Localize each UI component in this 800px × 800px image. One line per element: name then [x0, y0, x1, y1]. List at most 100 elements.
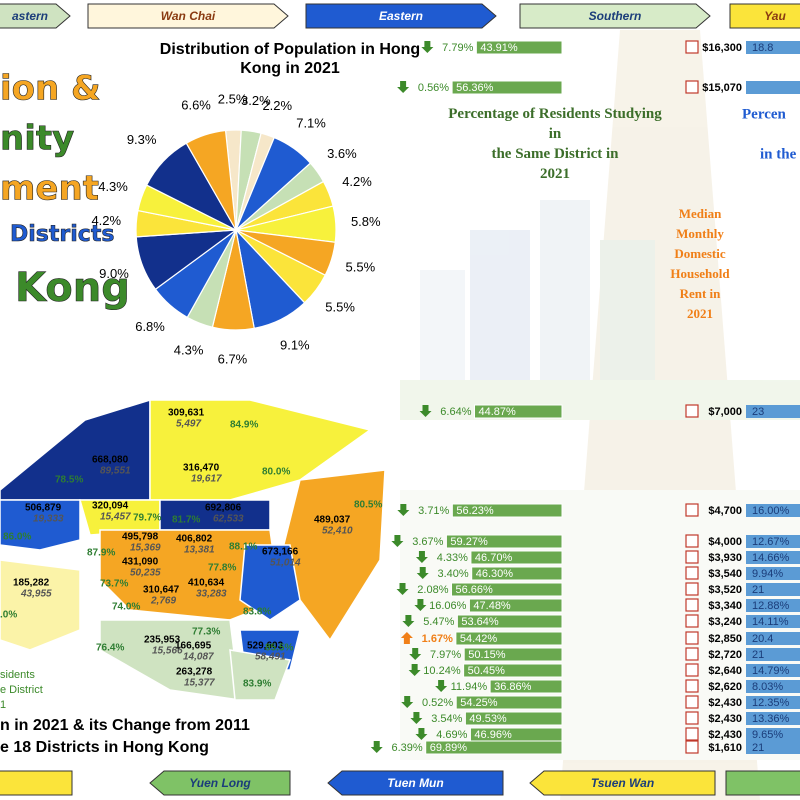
- map-percentage: 81.7%: [172, 515, 200, 526]
- pie-label: 3.6%: [327, 146, 357, 161]
- right-bar: [746, 664, 800, 677]
- study-bar: [425, 740, 563, 755]
- trend-arrow: [397, 81, 410, 93]
- right-bar: [746, 615, 800, 628]
- right-bar: [746, 632, 800, 645]
- rent-label: $2,430: [708, 713, 742, 725]
- study-label: 46.70%: [475, 552, 513, 564]
- left-title: nity: [0, 119, 74, 159]
- map-legend: e District: [0, 684, 43, 696]
- study-label: 54.42%: [460, 633, 498, 645]
- rent-label: $2,850: [708, 633, 742, 645]
- change-label: 0.52%: [422, 697, 453, 709]
- trend-arrow: [397, 504, 410, 516]
- district-icon: [685, 503, 699, 517]
- right-bar: [746, 680, 800, 693]
- map-change: 15,566: [152, 646, 183, 657]
- tab-label: Yau: [764, 9, 786, 23]
- right-label: 14.66%: [752, 552, 790, 564]
- map-legend: 1: [0, 699, 6, 711]
- rent-label: $3,240: [708, 616, 742, 628]
- map-population: 235,953: [144, 635, 181, 646]
- trend-arrow: [410, 712, 423, 724]
- pie-label: 2.5%: [218, 91, 248, 106]
- change-label: 0.56%: [418, 82, 449, 94]
- rent-title: Median Monthly Domestic Household Rent in 202…: [670, 206, 730, 321]
- rent-label: $16,300: [702, 42, 742, 54]
- map-change: 14,087: [183, 652, 214, 663]
- left-title: Kong: [15, 265, 130, 311]
- map-change: 19,333: [33, 514, 64, 525]
- study-label: 59.27%: [450, 536, 488, 548]
- district-icon: [685, 614, 699, 628]
- map-change: 89,551: [100, 466, 131, 477]
- map-population: 309,631: [168, 408, 205, 419]
- map-change: 51,014: [270, 558, 301, 569]
- map-change: 62,533: [213, 514, 244, 525]
- study-label: 43.91%: [480, 42, 518, 54]
- map-population: 166,695: [175, 641, 212, 652]
- study-label: 47.48%: [473, 600, 511, 612]
- pie-label: 9.0%: [99, 266, 129, 281]
- trend-arrow: [416, 567, 429, 579]
- study-bar: [489, 679, 563, 694]
- map-change: 19,617: [191, 474, 222, 485]
- change-label: 4.33%: [437, 552, 468, 564]
- district-tab: [0, 3, 71, 29]
- right-label: 18.8: [752, 42, 773, 54]
- map-title: e 18 Districts in Hong Kong: [0, 739, 209, 756]
- change-label: 6.39%: [392, 742, 423, 754]
- map-population: 263,278: [176, 667, 213, 678]
- right-label: 20.4: [752, 633, 773, 645]
- change-label: 3.54%: [431, 713, 462, 725]
- right-bar: [746, 696, 800, 709]
- map-percentage: 77.3%: [192, 627, 220, 638]
- pie-label: 4.3%: [174, 342, 204, 357]
- map-change: 5,497: [176, 419, 201, 430]
- study-label: 56.23%: [456, 505, 494, 517]
- study-label: 36.86%: [494, 681, 532, 693]
- map-percentage: 76.4%: [96, 643, 124, 654]
- right-label: 14.11%: [752, 616, 789, 628]
- change-label: 3.71%: [418, 505, 449, 517]
- trend-arrow: [391, 535, 404, 547]
- change-label: 7.97%: [430, 649, 461, 661]
- right-bar: [746, 405, 800, 418]
- map-change: 50,235: [130, 568, 161, 579]
- change-label: 6.64%: [440, 406, 471, 418]
- study-label: 49.53%: [469, 713, 507, 725]
- map-percentage: 84.9%: [230, 420, 258, 431]
- district-tab: [327, 770, 504, 796]
- map-change: 15,377: [184, 678, 215, 689]
- rent-label: $2,620: [708, 681, 742, 693]
- pie-label: 4.3%: [98, 179, 128, 194]
- right-label: 23: [752, 406, 764, 418]
- right-label: 21: [752, 584, 764, 596]
- map-population: 316,470: [183, 463, 220, 474]
- map-change: 13,381: [184, 545, 215, 556]
- map-population: 320,094: [92, 501, 129, 512]
- right-bar: [746, 648, 800, 661]
- pie-label: 5.5%: [325, 299, 355, 314]
- left-title: Districts: [10, 222, 114, 247]
- right-bar: [746, 81, 800, 94]
- tab-label: Eastern: [379, 9, 423, 23]
- trend-arrow: [370, 741, 383, 753]
- study-label: 56.36%: [456, 82, 494, 94]
- change-label: 2.08%: [417, 584, 448, 596]
- pie-label: 9.1%: [280, 337, 310, 352]
- right-bar: [746, 41, 800, 54]
- district-icon: [685, 647, 699, 661]
- district-icon: [685, 80, 699, 94]
- map-percentage: 74.0%: [112, 602, 140, 613]
- district-icon: [685, 582, 699, 596]
- pie-title: Distribution of Population in Hong Kong i…: [160, 41, 420, 77]
- tab-label: Tuen Mun: [387, 776, 443, 790]
- pie-label: 5.5%: [346, 259, 376, 274]
- map-percentage: 80.5%: [354, 500, 382, 511]
- right-bar: [746, 712, 800, 725]
- right-title: in the: [760, 146, 797, 162]
- map-population: 506,879: [25, 503, 62, 514]
